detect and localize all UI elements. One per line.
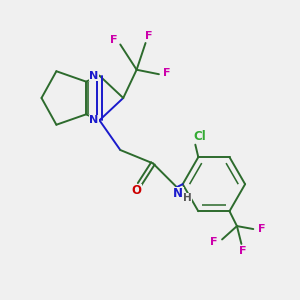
Text: F: F xyxy=(258,224,266,234)
Text: O: O xyxy=(132,184,142,197)
Text: F: F xyxy=(145,32,152,41)
Text: N: N xyxy=(89,71,99,81)
Text: F: F xyxy=(110,35,118,45)
Text: F: F xyxy=(239,246,247,256)
Text: N: N xyxy=(173,187,183,200)
Text: H: H xyxy=(183,194,191,203)
Text: N: N xyxy=(89,115,99,125)
Text: F: F xyxy=(164,68,171,78)
Text: F: F xyxy=(210,237,218,248)
Text: Cl: Cl xyxy=(194,130,206,143)
